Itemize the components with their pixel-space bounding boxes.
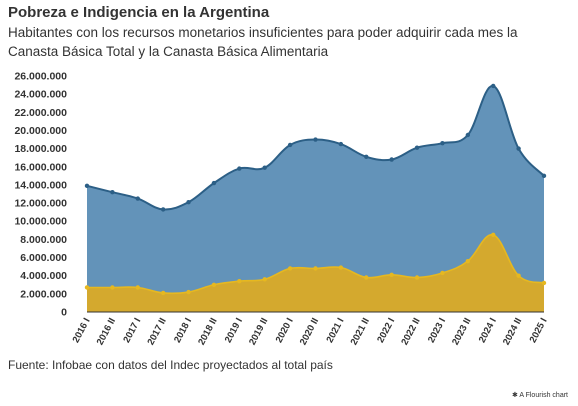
pobreza-point[interactable] [491, 83, 496, 89]
x-tick-label: 2022 I [375, 316, 397, 344]
pobreza-point[interactable] [338, 141, 344, 147]
indigencia-point[interactable] [364, 275, 369, 280]
chart-subtitle: Habitantes con los recursos monetarios i… [8, 25, 518, 59]
x-tick-label: 2024 II [501, 316, 524, 347]
x-tick-label: 2017 II [145, 316, 168, 347]
pobreza-area [87, 85, 544, 312]
x-tick-label: 2016 I [71, 316, 93, 344]
indigencia-point[interactable] [338, 265, 344, 270]
indigencia-point[interactable] [186, 289, 191, 295]
x-tick-label: 2023 II [450, 316, 473, 347]
x-tick-label: 2017 I [121, 316, 143, 344]
y-tick-label: 22.000.000 [14, 107, 67, 119]
pobreza-point[interactable] [389, 157, 394, 162]
y-tick-label: 18.000.000 [14, 143, 67, 155]
pobreza-point[interactable] [135, 196, 140, 201]
y-tick-label: 26.000.000 [14, 71, 67, 83]
x-tick-label: 2018 II [196, 316, 219, 347]
pobreza-point[interactable] [414, 145, 420, 150]
indigencia-point[interactable] [541, 280, 547, 286]
pobreza-point[interactable] [287, 142, 293, 148]
pobreza-point[interactable] [465, 132, 471, 138]
pobreza-point[interactable] [516, 146, 521, 151]
x-tick-label: 2022 II [399, 316, 422, 347]
x-tick-label: 2020 I [274, 316, 296, 344]
indigencia-point[interactable] [516, 273, 521, 278]
indigencia-point[interactable] [160, 290, 166, 296]
pobreza-point[interactable] [440, 140, 445, 146]
x-tick-label: 2023 I [426, 316, 448, 344]
pobreza-point[interactable] [541, 173, 547, 179]
indigencia-area [87, 234, 544, 312]
pobreza-point[interactable] [364, 154, 369, 159]
x-tick-label: 2024 I [477, 316, 499, 344]
y-tick-label: 24.000.000 [14, 89, 67, 101]
pobreza-point[interactable] [160, 207, 166, 212]
y-axis: 0 2.000.000 4.000.000 6.000.000 8.000.000 10.… [14, 71, 67, 319]
y-tick-label: 2.000.000 [20, 288, 67, 300]
chart-markers [84, 83, 547, 296]
x-tick-label: 2021 I [324, 316, 346, 344]
pobreza-point[interactable] [211, 180, 217, 186]
pobreza-point[interactable] [186, 199, 191, 205]
x-tick-label: 2018 I [172, 316, 194, 344]
indigencia-point[interactable] [491, 232, 496, 238]
y-tick-label: 6.000.000 [20, 252, 67, 264]
y-tick-label: 10.000.000 [14, 216, 67, 228]
indigencia-point[interactable] [465, 258, 471, 264]
x-tick-label: 2019 II [247, 316, 270, 347]
indigencia-point[interactable] [84, 285, 90, 290]
indigencia-point[interactable] [237, 278, 242, 284]
x-tick-label: 2020 II [298, 316, 321, 347]
indigencia-point[interactable] [135, 285, 140, 290]
y-tick-label: 14.000.000 [14, 179, 67, 191]
pobreza-point[interactable] [313, 137, 318, 142]
pobreza-point[interactable] [237, 166, 242, 171]
x-tick-label: 2019 I [223, 316, 245, 344]
indigencia-point[interactable] [389, 272, 394, 277]
x-tick-label: 2016 II [95, 316, 118, 347]
y-tick-label: 4.000.000 [20, 270, 67, 282]
pobreza-point[interactable] [262, 165, 267, 170]
indigencia-point[interactable] [313, 266, 318, 271]
indigencia-point[interactable] [262, 277, 267, 282]
y-tick-label: 0 [61, 307, 67, 319]
indigencia-point[interactable] [211, 282, 217, 287]
y-tick-label: 8.000.000 [20, 234, 67, 246]
chart-title: Pobreza e Indigencia en la Argentina [8, 4, 270, 21]
source-note: Fuente: Infobae con datos del Indec proy… [8, 358, 333, 372]
y-tick-label: 12.000.000 [14, 198, 67, 210]
pobreza-point[interactable] [110, 189, 115, 195]
indigencia-point[interactable] [440, 270, 445, 276]
x-axis: 2016 I 2016 II 2017 I 2017 II 2018 I 2018 II 2… [71, 316, 550, 347]
y-tick-label: 20.000.000 [14, 125, 67, 137]
flourish-credit[interactable]: ✱ A Flourish chart [511, 392, 568, 399]
x-tick-label: 2025 I [528, 316, 550, 344]
indigencia-point[interactable] [110, 285, 115, 290]
indigencia-point[interactable] [414, 275, 420, 280]
pobreza-point[interactable] [84, 183, 90, 189]
chart-areas [86, 85, 545, 312]
indigencia-point[interactable] [287, 266, 293, 271]
x-tick-label: 2021 II [349, 316, 372, 347]
y-tick-label: 16.000.000 [14, 161, 67, 173]
